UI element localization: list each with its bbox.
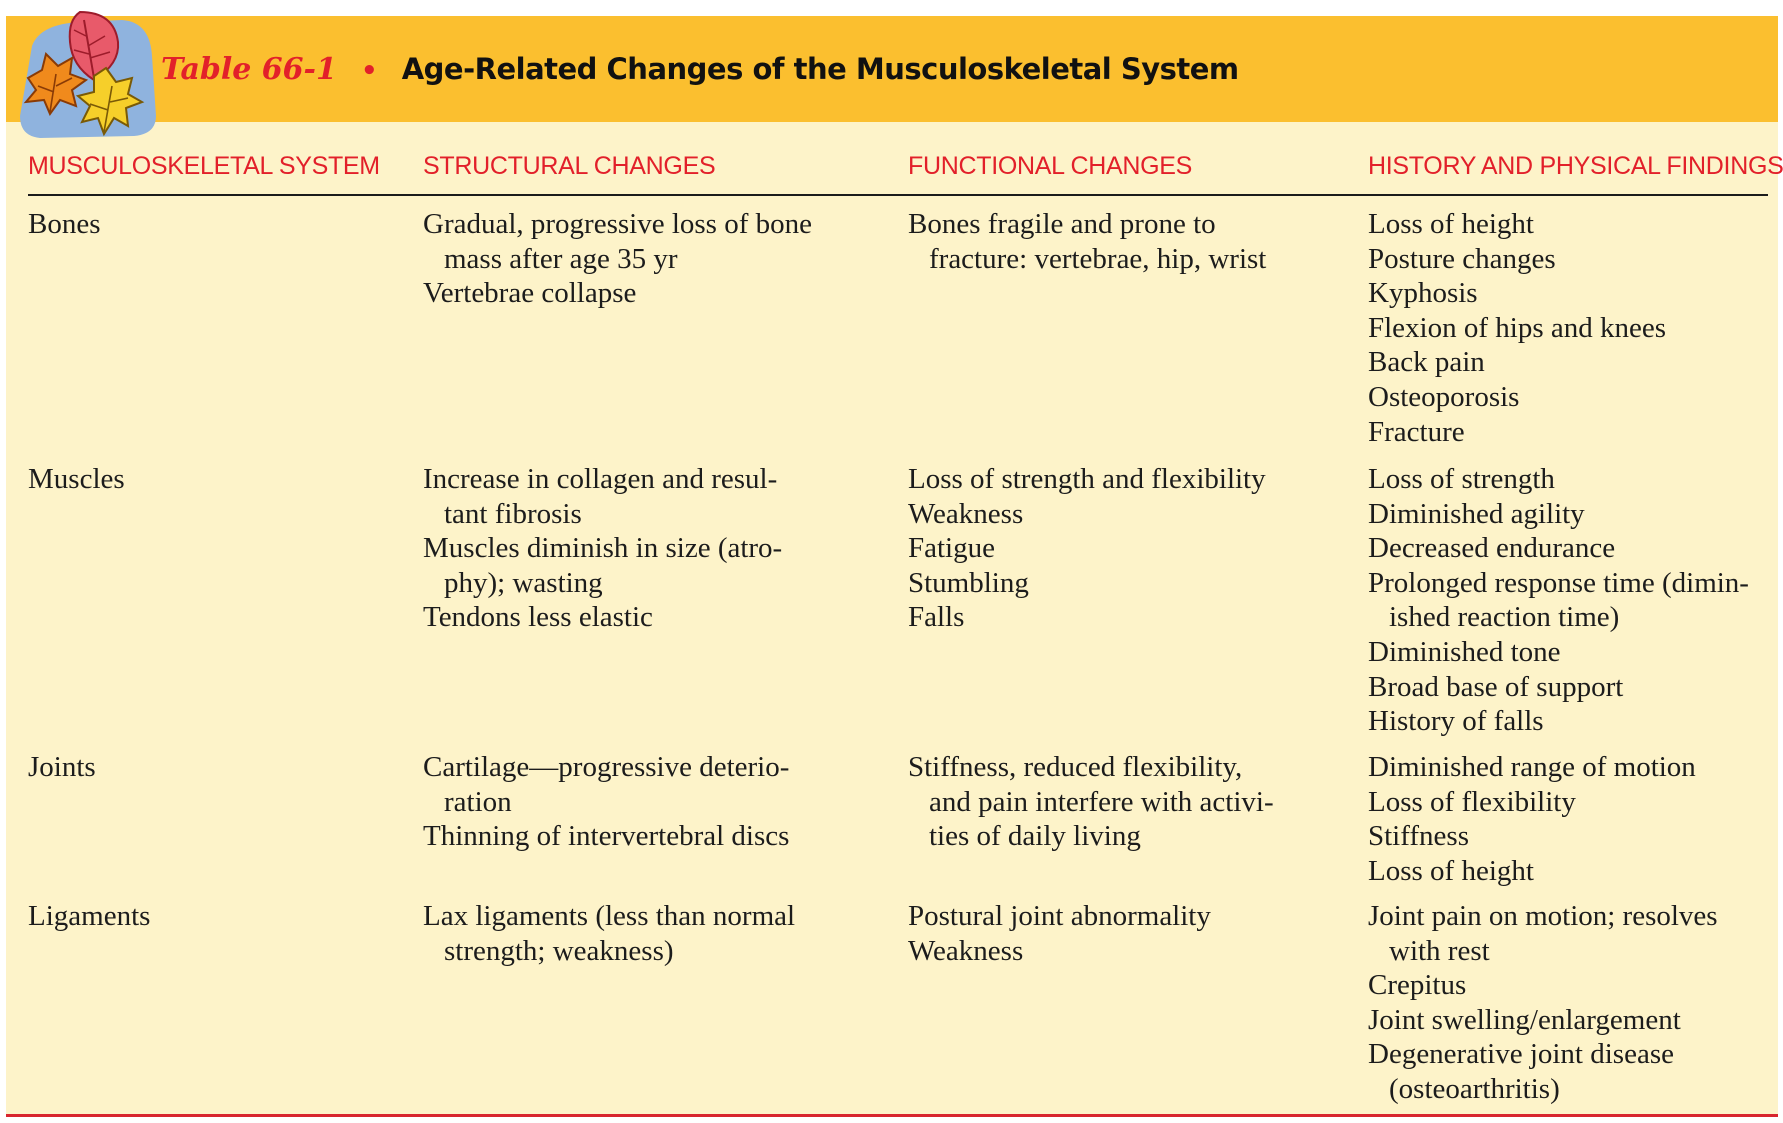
header-structural: STRUCTURAL CHANGES xyxy=(423,152,716,180)
findings-line: ished reaction time) xyxy=(1389,601,1620,634)
header-findings: HISTORY AND PHYSICAL FINDINGS xyxy=(1368,152,1783,180)
functional-line: and pain interfere with activi- xyxy=(929,785,1274,818)
structural-line: Increase in collagen and resul- xyxy=(423,463,778,495)
structural-line: phy); wasting xyxy=(444,566,603,599)
findings-line: with rest xyxy=(1389,934,1490,967)
system-name: Muscles xyxy=(28,463,125,495)
structural-line: Lax ligaments (less than normal xyxy=(423,900,796,932)
structural-line: Vertebrae collapse xyxy=(423,277,637,310)
structural-line: Thinning of intervertebral discs xyxy=(423,820,790,853)
bottom-divider xyxy=(6,1114,1778,1117)
structural-line: ration xyxy=(444,785,512,818)
row-ligaments-structural: Lax ligaments (less than normal strength;… xyxy=(423,899,903,968)
findings-line: Loss of flexibility xyxy=(1368,785,1576,818)
functional-line: Weakness xyxy=(908,934,1024,967)
findings-line: (osteoarthritis) xyxy=(1389,1072,1560,1105)
findings-line: Diminished agility xyxy=(1368,497,1585,530)
row-joints-structural: Cartilage—progressive deterio-ration Thin… xyxy=(423,750,903,854)
structural-line: Cartilage—progressive deterio- xyxy=(423,751,790,783)
row-joints-system: Joints xyxy=(28,750,418,785)
system-name: Bones xyxy=(28,208,101,240)
row-bones-system: Bones xyxy=(28,207,418,242)
findings-line: Osteoporosis xyxy=(1368,380,1520,413)
autumn-leaves-icon xyxy=(20,10,156,138)
header-functional: FUNCTIONAL CHANGES xyxy=(908,152,1192,180)
row-muscles-functional: Loss of strength and flexibility Weakness… xyxy=(908,462,1363,635)
findings-line: Back pain xyxy=(1368,346,1485,379)
findings-line: Posture changes xyxy=(1368,242,1556,275)
header-system: MUSCULOSKELETAL SYSTEM xyxy=(28,152,380,180)
structural-line: tant fibrosis xyxy=(444,497,582,530)
findings-line: Crepitus xyxy=(1368,969,1467,1002)
findings-line: Loss of height xyxy=(1368,854,1534,887)
functional-line: Stumbling xyxy=(908,566,1029,599)
functional-line: Loss of strength and flexibility xyxy=(908,463,1266,495)
row-ligaments-system: Ligaments xyxy=(28,899,418,934)
findings-line: Broad base of support xyxy=(1368,670,1624,703)
table-card: Table 66-1 • Age-Related Changes of the … xyxy=(6,10,1783,1117)
findings-line: Diminished range of motion xyxy=(1368,751,1696,783)
functional-line: Postural joint abnormality xyxy=(908,900,1211,932)
system-name: Joints xyxy=(28,751,96,783)
findings-line: Loss of strength xyxy=(1368,463,1555,495)
row-joints-functional: Stiffness, reduced flexibility, and pain … xyxy=(908,750,1363,854)
findings-line: Joint swelling/enlargement xyxy=(1368,1003,1681,1036)
row-bones-findings: Loss of height Posture changes Kyphosis Fle… xyxy=(1368,207,1768,449)
row-muscles-findings: Loss of strength Diminished agility Decrea… xyxy=(1368,462,1768,739)
functional-line: Weakness xyxy=(908,497,1024,530)
row-bones-functional: Bones fragile and prone to fracture: vert… xyxy=(908,207,1363,276)
row-muscles-structural: Increase in collagen and resul-tant fibr… xyxy=(423,462,903,635)
title-bar: Table 66-1 • Age-Related Changes of the … xyxy=(6,10,1778,138)
table-title-label: Age-Related Changes of the Musculoskelet… xyxy=(401,52,1239,86)
title-bullet: • xyxy=(360,56,378,86)
row-ligaments-functional: Postural joint abnormality Weakness xyxy=(908,899,1363,968)
findings-line: Joint pain on motion; resolves xyxy=(1368,900,1718,932)
system-name: Ligaments xyxy=(28,900,151,932)
structural-line: Tendons less elastic xyxy=(423,601,653,634)
functional-line: ties of daily living xyxy=(929,820,1141,853)
findings-line: Decreased endurance xyxy=(1368,532,1616,565)
findings-line: Fracture xyxy=(1368,415,1465,448)
findings-line: Prolonged response time (dimin- xyxy=(1368,566,1749,599)
findings-line: Flexion of hips and knees xyxy=(1368,311,1667,344)
structural-line: Muscles diminish in size (atro- xyxy=(423,532,783,565)
row-joints-findings: Diminished range of motion Loss of flexib… xyxy=(1368,750,1768,888)
findings-line: Stiffness xyxy=(1368,820,1469,853)
functional-line: Stiffness, reduced flexibility, xyxy=(908,751,1243,783)
header-divider xyxy=(28,194,1768,196)
structural-line: mass after age 35 yr xyxy=(444,242,678,275)
structural-line: Gradual, progressive loss of bone xyxy=(423,208,812,240)
row-ligaments-findings: Joint pain on motion; resolves with rest C… xyxy=(1368,899,1768,1107)
structural-line: strength; weakness) xyxy=(444,934,674,967)
findings-line: History of falls xyxy=(1368,705,1544,738)
table-title: Table 66-1 • Age-Related Changes of the … xyxy=(161,44,1239,94)
functional-line: Fatigue xyxy=(908,532,995,565)
row-muscles-system: Muscles xyxy=(28,462,418,497)
functional-line: fracture: vertebrae, hip, wrist xyxy=(929,242,1267,275)
functional-line: Bones fragile and prone to xyxy=(908,208,1216,240)
findings-line: Kyphosis xyxy=(1368,277,1478,310)
findings-line: Diminished tone xyxy=(1368,635,1561,668)
table-number: Table 66-1 xyxy=(161,52,337,87)
functional-line: Falls xyxy=(908,601,965,634)
findings-line: Degenerative joint disease xyxy=(1368,1038,1674,1071)
row-bones-structural: Gradual, progressive loss of bone mass af… xyxy=(423,207,903,311)
findings-line: Loss of height xyxy=(1368,208,1534,240)
